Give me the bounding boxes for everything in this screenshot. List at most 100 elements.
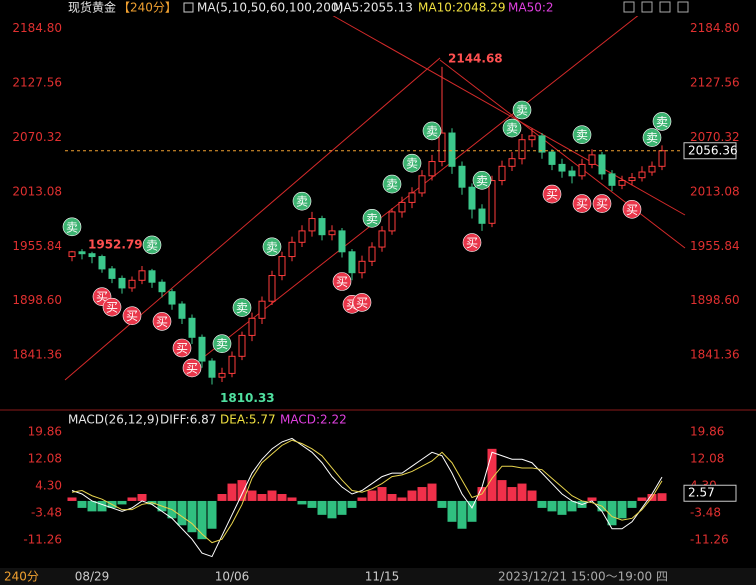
macd-bar (517, 483, 527, 501)
macd-bar (617, 500, 627, 519)
low-annotation: 1810.33 (220, 391, 275, 405)
macd-bar (207, 500, 217, 529)
y-tick-label: 4.30 (35, 479, 62, 493)
candle-body (308, 218, 316, 232)
signal-label: 买 (176, 342, 188, 356)
candle-body (178, 303, 186, 319)
y-tick-label: 2013.08 (690, 184, 740, 198)
candle-body (208, 360, 216, 378)
macd-bar (177, 500, 187, 526)
signal-marker (502, 118, 522, 138)
macd-label: MACD:2.22 (280, 413, 347, 427)
candle-body (298, 230, 306, 243)
macd-bar (187, 500, 197, 533)
signal-marker (572, 125, 592, 144)
cursor-box (683, 484, 737, 502)
ma50: MA50:2 (508, 1, 554, 15)
signal-label: 卖 (506, 122, 518, 136)
tool-button[interactable] (623, 1, 635, 13)
checkbox[interactable] (183, 2, 194, 13)
x-tick-label: 11/15 (365, 570, 400, 584)
candle-body (368, 246, 376, 262)
period: 【240分】 (118, 1, 177, 15)
candle-body (478, 208, 486, 224)
macd-bar (587, 497, 597, 501)
tool-button[interactable] (641, 1, 653, 13)
y-tick-label: 1898.60 (690, 293, 740, 307)
candle-body (618, 180, 626, 186)
candle-body (98, 256, 106, 270)
signal-marker (182, 358, 202, 378)
macd-bar (537, 500, 547, 508)
tool-button[interactable] (677, 1, 689, 13)
signal-label: 卖 (406, 157, 418, 171)
y-tick-label: -3.48 (690, 506, 721, 520)
signal-label: 卖 (476, 174, 488, 188)
macd-bar (427, 483, 437, 501)
y-tick-label: 19.86 (28, 424, 62, 438)
macd-bar (87, 500, 97, 512)
ma-title: MA(5,10,50,60,100,200) (197, 1, 343, 15)
candle-body (378, 230, 386, 248)
signal-label: 卖 (236, 301, 248, 315)
candle-body (628, 177, 636, 182)
signal-marker (512, 100, 532, 120)
x-tick-label: 08/29 (75, 570, 110, 584)
toolbar (623, 1, 689, 13)
period-tab[interactable]: 240分 (4, 570, 39, 584)
candle-body (528, 135, 536, 141)
y-tick-label: 2127.56 (690, 76, 740, 90)
y-tick-label: 1955.84 (690, 239, 740, 253)
symbol: 现货黄金 (68, 0, 116, 15)
macd-bar (377, 487, 387, 501)
macd-line (71, 439, 663, 544)
signal-marker (172, 338, 192, 358)
signal-marker (102, 297, 122, 317)
candle-body (648, 165, 656, 173)
signal-marker (592, 194, 612, 213)
candle-body (228, 355, 236, 374)
macd-bar (407, 490, 417, 501)
candle-body (588, 154, 596, 165)
y-tick-label: 1955.84 (12, 239, 62, 253)
macd-bar (247, 490, 257, 501)
y-tick-label: -11.26 (690, 533, 729, 547)
channel-line (439, 59, 686, 249)
signal-marker (352, 293, 372, 312)
candle-body (78, 251, 86, 255)
signal-label: 买 (96, 290, 108, 304)
signal-label: 买 (186, 361, 198, 375)
macd-bar (357, 497, 367, 501)
signal-marker (232, 298, 252, 317)
candle-body (418, 175, 426, 194)
macd-bar (527, 490, 537, 501)
candle-body (468, 186, 476, 210)
candle-body (288, 241, 296, 258)
signal-label: 卖 (296, 195, 308, 209)
signal-marker (422, 121, 442, 141)
candle-body (578, 163, 586, 177)
y-tick-label: 12.08 (28, 451, 62, 465)
candle-body (68, 251, 76, 258)
macd-bar (67, 497, 77, 501)
candle-body (118, 277, 126, 289)
signal-marker (472, 171, 492, 190)
y-tick-label: 2184.80 (690, 21, 740, 35)
candle-body (218, 372, 226, 378)
macd-line (71, 437, 663, 558)
signal-marker (382, 174, 402, 194)
macd-bar (337, 500, 347, 515)
signal-marker (122, 306, 142, 326)
tool-button[interactable] (659, 1, 671, 13)
y-tick-label: 2184.80 (12, 21, 62, 35)
high-annotation: 1952.79 (88, 238, 143, 252)
y-tick-label: -3.48 (31, 506, 62, 520)
candle-body (348, 251, 356, 274)
macd-bar (497, 480, 507, 501)
macd-bar (287, 497, 297, 501)
signal-label: 买 (156, 315, 168, 329)
macd-bar (367, 490, 377, 501)
candle-body (128, 279, 136, 289)
candle-body (358, 260, 366, 274)
macd-bar (437, 500, 447, 508)
